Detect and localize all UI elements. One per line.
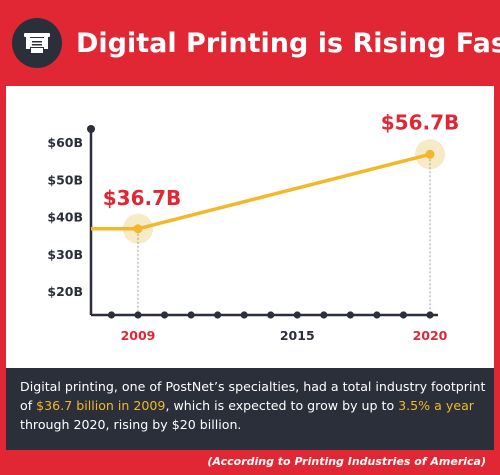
desc-part-3: , which is expected to grow by up to [165, 398, 399, 413]
description-text: Digital printing, one of PostNet’s speci… [20, 377, 488, 434]
y-tick-label: $30B [47, 247, 83, 262]
desc-highlight-2009: $36.7 billion in 2009 [36, 398, 166, 413]
y-tick-label: $60B [47, 135, 83, 150]
x-tick-label: 2009 [121, 328, 156, 343]
x-tick-dot [160, 311, 169, 319]
y-tick-label: $50B [47, 172, 83, 187]
x-tick-dot [134, 311, 142, 319]
x-tick-label: 2015 [280, 328, 315, 343]
x-tick-dot [373, 311, 381, 319]
y-tick-label: $40B [47, 210, 83, 225]
line-chart: $60B $50B $40B $30B $20B 2009 2015 2020 $36.7B $5… [47, 110, 460, 343]
x-tick-dot [346, 311, 354, 319]
y-axis-cap [87, 125, 95, 133]
printer-icon [24, 33, 50, 53]
data-point [133, 224, 143, 234]
source-note: (According to Printing Industries of Ame… [207, 455, 486, 468]
data-label: $56.7B [381, 110, 460, 134]
desc-part-5: through 2020, rising by $20 billion. [20, 417, 242, 432]
x-tick-dot [293, 311, 301, 319]
x-tick-dot [214, 311, 222, 319]
x-tick-dot [187, 311, 195, 319]
page-title: Digital Printing is Rising Fast [76, 28, 500, 59]
data-point [425, 149, 435, 159]
header-banner: Digital Printing is Rising Fast [0, 0, 500, 86]
x-tick-dot [426, 311, 434, 319]
data-label: $36.7B [103, 186, 182, 210]
printer-badge [12, 18, 62, 68]
y-tick-label: $20B [47, 284, 83, 299]
x-tick-dot [267, 311, 275, 319]
chart-panel: $60B $50B $40B $30B $20B 2009 2015 2020 $36.7B $5… [6, 86, 494, 368]
x-tick-dot [399, 311, 408, 319]
x-tick-dot [320, 311, 328, 319]
desc-part-1: Digital printing, one of PostNet’s speci… [20, 379, 486, 413]
footer-panel: Digital printing, one of PostNet’s speci… [6, 368, 494, 450]
x-tick-label: 2020 [413, 328, 448, 343]
x-tick-dot [107, 311, 116, 319]
desc-highlight-rate: 3.5% a year [398, 398, 474, 413]
x-tick-dot [240, 311, 248, 319]
